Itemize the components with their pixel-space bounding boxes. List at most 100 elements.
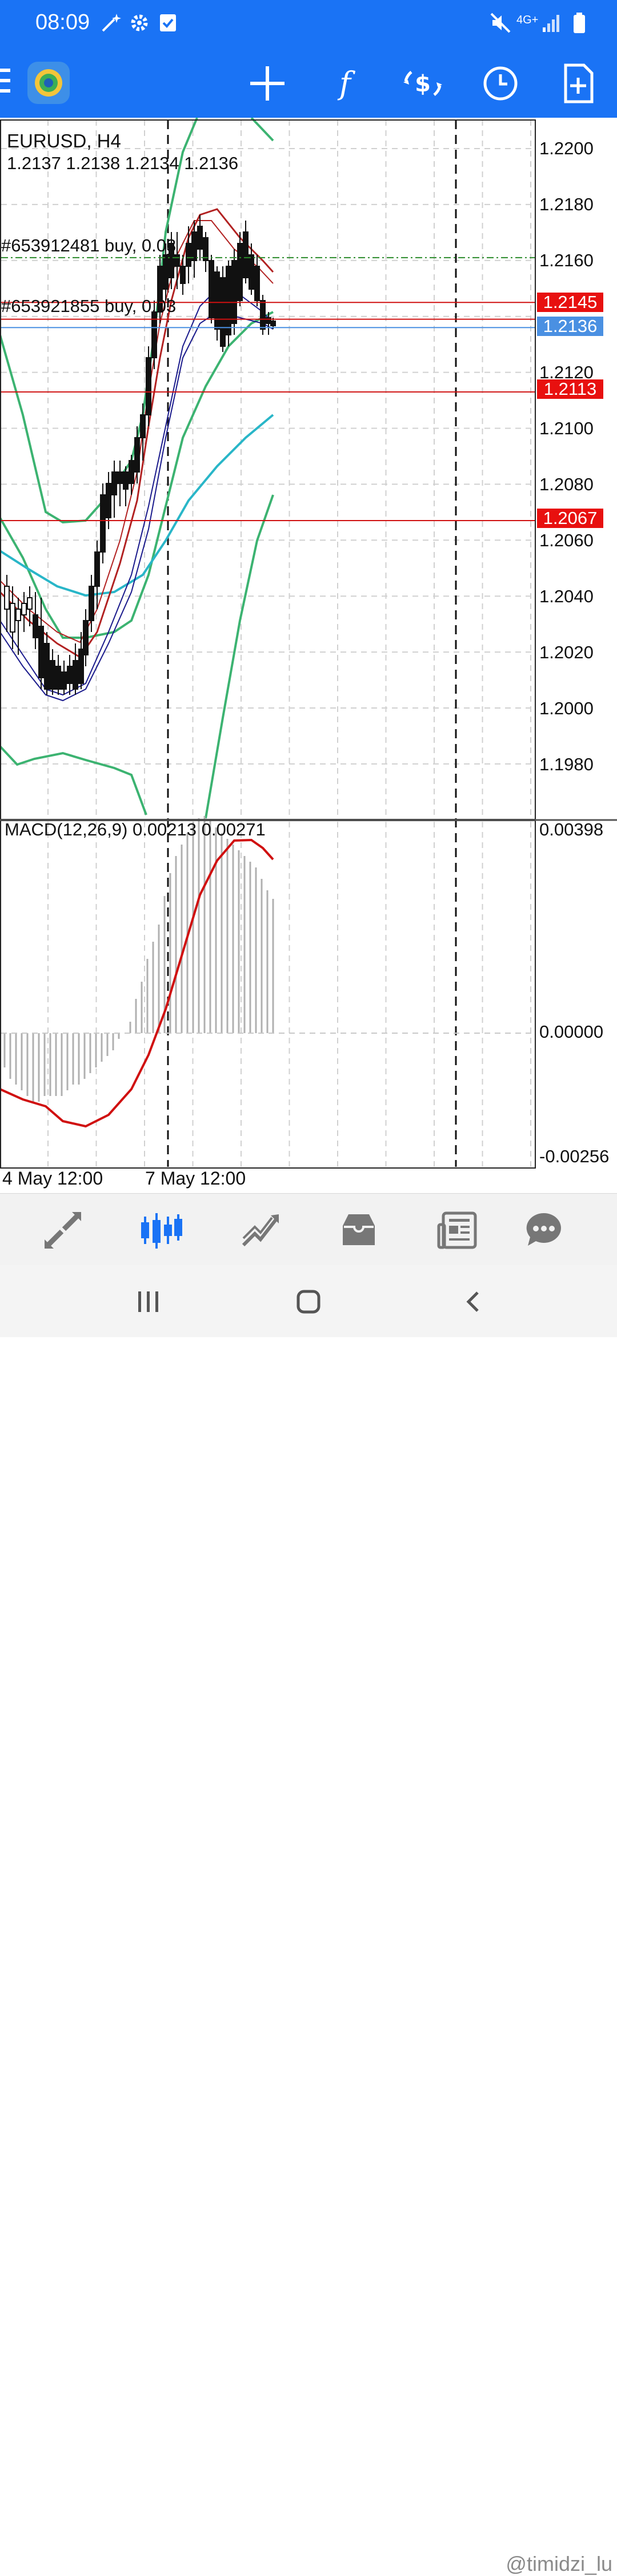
price-tick: 1.2120 <box>539 362 594 382</box>
candle-body <box>163 254 169 290</box>
candle-body <box>50 660 55 690</box>
price-tick: 1.2200 <box>539 138 594 158</box>
candle-body <box>231 260 237 324</box>
price-badge-take-profit: 1.2145 <box>537 293 603 312</box>
status-time: 08:09 <box>35 10 90 34</box>
candle-body <box>140 414 146 438</box>
magic-wand-icon <box>99 11 122 37</box>
candle-body <box>4 586 10 610</box>
order-label-1[interactable]: #653912481 buy, 0.03 <box>1 235 177 255</box>
candle-body <box>146 357 151 415</box>
candle-body <box>169 243 174 278</box>
price-tick: 1.2100 <box>539 418 594 438</box>
price-tick: 1.2060 <box>539 530 594 550</box>
chart-icon[interactable] <box>138 1209 182 1252</box>
order-label-2[interactable]: #653921855 buy, 0.03 <box>1 296 177 316</box>
status-bar: 08:09 4G+ <box>0 0 617 48</box>
macd-tick: 0.00000 <box>539 1022 604 1042</box>
candle-body <box>243 231 249 278</box>
recent-apps-icon[interactable] <box>135 1288 162 1318</box>
add-object-icon[interactable] <box>556 62 600 105</box>
news-icon[interactable] <box>436 1209 480 1252</box>
chart-area[interactable]: EURUSD, H4 1.2137 1.2138 1.2134 1.2136 #… <box>0 118 617 1194</box>
candle-body <box>197 226 203 250</box>
bollinger-upper <box>250 118 274 142</box>
watermark-text: @timidzi_lu <box>506 2552 612 2575</box>
price-badge-level: 1.2113 <box>537 379 603 399</box>
candle-body <box>134 437 140 473</box>
mute-icon <box>489 11 512 37</box>
candle-body <box>123 471 129 490</box>
candle-body <box>214 271 220 330</box>
app-logo-icon[interactable] <box>25 59 72 106</box>
bottom-navigation <box>0 1193 617 1266</box>
signal-icon <box>540 11 563 37</box>
back-icon[interactable] <box>460 1288 488 1318</box>
macd-tick: -0.00256 <box>539 1146 610 1166</box>
price-chart[interactable] <box>0 118 617 1194</box>
price-tick: 1.2080 <box>539 474 594 494</box>
price-tick: 1.2180 <box>539 194 594 214</box>
price-badge-current: 1.2136 <box>537 317 603 336</box>
svg-text:f: f <box>337 65 355 101</box>
candle-body <box>237 243 243 301</box>
candle-body <box>21 603 27 615</box>
history-icon[interactable] <box>337 1209 380 1252</box>
macd-signal-line <box>0 838 274 1128</box>
candle-body <box>266 317 271 324</box>
candle-body <box>38 626 44 678</box>
candle-body <box>89 586 94 621</box>
candle-body <box>111 471 117 495</box>
battery-icon <box>568 11 591 37</box>
candle-body <box>67 666 73 684</box>
svg-text:$: $ <box>415 71 431 97</box>
candle-body <box>55 666 61 690</box>
timeframe-clock-icon[interactable] <box>479 62 522 105</box>
indicators-icon[interactable]: f <box>323 62 367 105</box>
candle-body <box>220 277 226 347</box>
quotes-icon[interactable] <box>41 1209 85 1252</box>
candle-body <box>94 551 100 587</box>
price-badge-level: 1.2067 <box>537 509 603 528</box>
moving-average-cyan <box>0 414 274 597</box>
candle-body <box>151 311 157 358</box>
candle-body <box>249 254 254 290</box>
candle-body <box>180 266 186 284</box>
network-4g-icon: 4G+ <box>516 14 539 26</box>
ohlc-values: 1.2137 1.2138 1.2134 1.2136 <box>7 153 239 173</box>
candle-body <box>106 483 111 518</box>
price-tick: 1.2020 <box>539 642 594 662</box>
candle-body <box>186 243 191 267</box>
candle-body <box>33 614 38 638</box>
settings-gear-icon <box>128 11 151 37</box>
candle-body <box>260 300 266 330</box>
price-tick: 1.2000 <box>539 698 594 718</box>
bollinger-lower <box>0 745 147 815</box>
candle-body <box>191 231 197 261</box>
candle-body <box>157 266 163 313</box>
bollinger-lower <box>205 494 274 819</box>
symbol-title: EURUSD, H4 <box>7 130 121 151</box>
candle-body <box>209 260 214 318</box>
bollinger-middle <box>0 311 274 639</box>
chart-toolbar: f $ <box>0 48 617 118</box>
time-label: 7 May 12:00 <box>145 1168 246 1189</box>
messages-icon[interactable] <box>522 1209 566 1252</box>
candle-body <box>15 609 21 621</box>
candle-body <box>10 603 15 633</box>
system-navigation: @timidzi_lu <box>0 1265 617 2575</box>
menu-icon[interactable] <box>0 66 17 110</box>
candle-body <box>100 494 106 553</box>
home-icon[interactable] <box>295 1288 322 1318</box>
price-tick: 1.2040 <box>539 586 594 606</box>
candle-body <box>117 471 123 484</box>
time-label: 4 May 12:00 <box>2 1168 103 1189</box>
trade-icon[interactable] <box>239 1209 282 1252</box>
trade-icon[interactable]: $ <box>401 62 444 105</box>
macd-label: MACD(12,26,9) 0.00213 0.00271 <box>5 819 266 839</box>
candle-body <box>254 266 260 301</box>
candle-body <box>226 266 231 335</box>
crosshair-icon[interactable] <box>246 62 289 105</box>
candle-body <box>27 597 33 610</box>
candle-body <box>270 321 276 326</box>
